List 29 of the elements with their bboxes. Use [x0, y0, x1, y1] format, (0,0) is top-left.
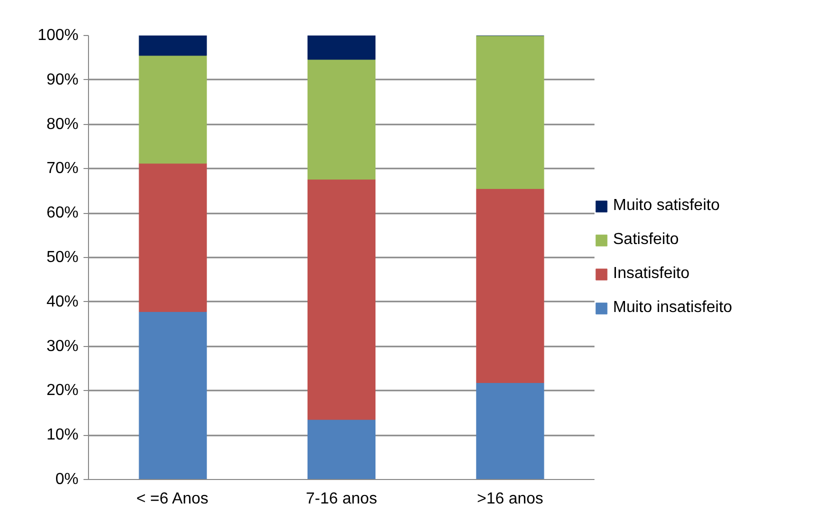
y-tick-label: 10% [46, 426, 79, 444]
bar [308, 59, 376, 180]
y-tick-label: 70% [46, 160, 79, 178]
bar [138, 36, 207, 56]
bar [308, 36, 376, 60]
y-tick-label: 40% [46, 293, 79, 310]
legend-label: Insatisfeito [613, 265, 690, 283]
bar [476, 188, 544, 383]
y-tick-label: 50% [46, 249, 79, 266]
bar [476, 36, 544, 189]
bar [138, 311, 207, 480]
x-tick-label: >16 anos [477, 490, 544, 508]
bar [138, 163, 207, 312]
bar [476, 382, 544, 480]
y-tick-label: 80% [46, 116, 79, 133]
x-tick-label: 7-16 anos [306, 490, 378, 508]
legend-label: Muito satisfeito [613, 197, 720, 215]
y-tick-label: 100% [38, 27, 78, 44]
legend-label: Muito insatisfeito [613, 299, 732, 317]
x-tick-label: < =6 Anos [136, 490, 208, 508]
bar [138, 55, 207, 164]
y-tick-label: 30% [46, 338, 79, 355]
bar [308, 419, 376, 480]
y-tick-label: 90% [46, 71, 79, 88]
y-tick-label: 20% [46, 382, 79, 400]
y-tick-label: 0% [55, 471, 78, 488]
y-tick-label: 60% [46, 204, 79, 222]
bar [308, 179, 376, 420]
legend-label: Satisfeito [613, 231, 679, 249]
